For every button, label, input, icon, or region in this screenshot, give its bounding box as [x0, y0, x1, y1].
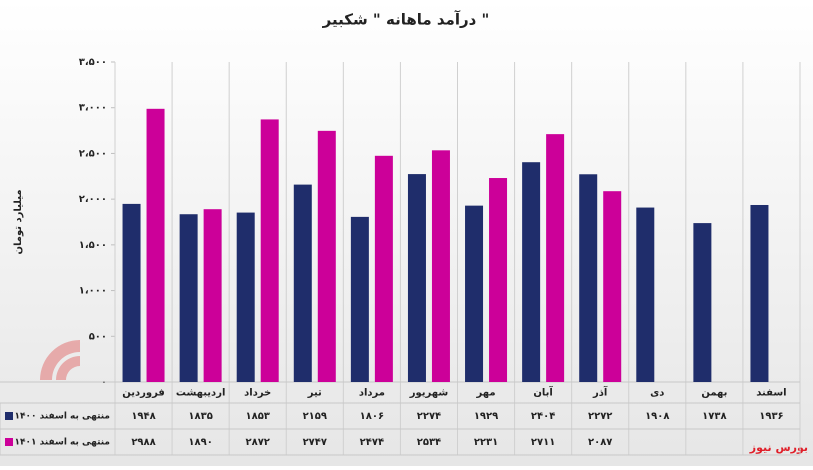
- y-tick-label: ۳،۰۰۰: [79, 103, 107, 114]
- bar: [179, 214, 198, 382]
- table-value: ۱۹۰۸: [645, 411, 669, 422]
- y-tick-label: ۳،۵۰۰: [79, 57, 107, 68]
- chart-title: درآمد ماهانه " شکبیر ": [322, 11, 490, 29]
- table-value: ۲۵۳۴: [417, 437, 441, 448]
- x-tick-label: آذر: [592, 386, 608, 399]
- bar: [236, 212, 255, 382]
- table-value: ۲۸۷۲: [245, 437, 269, 448]
- table-value: ۱۹۳۶: [759, 411, 783, 422]
- x-tick-label: اردیبهشت: [176, 388, 226, 399]
- bar: [465, 205, 484, 382]
- bar: [293, 184, 312, 382]
- legend-swatch: [5, 412, 13, 420]
- bar: [431, 150, 450, 382]
- table-value: ۱۷۳۸: [702, 411, 726, 422]
- x-tick-label: مرداد: [359, 388, 385, 399]
- table-value: ۱۸۳۵: [188, 411, 212, 422]
- table-value: ۲۷۱۱: [531, 437, 555, 448]
- table-value: ۲۱۵۹: [303, 411, 327, 422]
- x-tick-label: تیر: [307, 388, 322, 399]
- table-value: ۱۸۵۳: [245, 411, 269, 422]
- y-axis-label: میلیارد تومان: [13, 189, 24, 254]
- bar: [122, 203, 141, 382]
- y-tick-label: ۱،۰۰۰: [79, 286, 107, 297]
- table-value: ۱۸۹۰: [188, 437, 212, 448]
- y-tick-label: ۱،۵۰۰: [79, 240, 107, 251]
- y-tick-label: ۲،۵۰۰: [79, 148, 107, 159]
- table-value: ۱۹۲۹: [474, 411, 498, 422]
- bar: [693, 223, 712, 382]
- bar: [203, 209, 222, 382]
- source: بورس نیوز: [749, 441, 808, 454]
- y-tick-label: ۵۰۰: [89, 331, 107, 342]
- legend-label: منتهی به اسفند ۱۴۰۱: [15, 438, 110, 448]
- table-value: ۲۲۷۲: [588, 411, 612, 422]
- legend-swatch: [5, 438, 13, 446]
- bar: [603, 191, 622, 382]
- bar: [636, 207, 655, 382]
- x-tick-label: دی: [650, 388, 664, 399]
- bar: [146, 108, 165, 382]
- y-tick-label: ۲،۰۰۰: [79, 194, 107, 205]
- table-value: ۲۹۸۸: [131, 437, 155, 448]
- x-tick-label: فروردین: [122, 388, 165, 399]
- bar: [750, 204, 769, 382]
- x-tick-label: مهر: [476, 388, 496, 399]
- table-value: ۲۴۷۴: [360, 437, 384, 448]
- bar: [317, 130, 336, 382]
- bar: [350, 216, 369, 382]
- table-value: ۲۰۸۷: [588, 437, 612, 448]
- table-value: ۲۷۴۷: [303, 437, 327, 448]
- legend-label: منتهی به اسفند ۱۴۰۰: [15, 412, 110, 422]
- bar: [260, 119, 279, 382]
- bar: [546, 134, 565, 382]
- x-tick-label: اسفند: [756, 388, 786, 399]
- table-value: ۲۲۳۱: [474, 437, 498, 448]
- logo: [40, 340, 80, 380]
- bar: [579, 174, 598, 382]
- table-value: ۲۴۰۴: [531, 411, 555, 422]
- table-value: ۱۹۴۸: [131, 411, 155, 422]
- x-tick-label: خرداد: [244, 388, 271, 399]
- bar: [489, 178, 508, 382]
- table-value: ۱۸۰۶: [360, 411, 384, 422]
- x-tick-label: شهریور: [409, 388, 449, 399]
- x-tick-label: آبان: [533, 386, 553, 399]
- table-value: ۲۲۷۴: [417, 411, 441, 422]
- bar: [407, 174, 426, 382]
- x-tick-label: بهمن: [701, 388, 727, 399]
- bar: [374, 155, 393, 382]
- bar: [522, 162, 541, 382]
